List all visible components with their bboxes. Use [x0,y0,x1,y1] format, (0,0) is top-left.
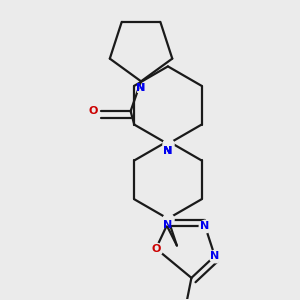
Text: N: N [163,146,172,155]
Text: N: N [163,146,172,155]
Text: O: O [88,106,98,116]
Text: N: N [136,83,146,96]
Text: N: N [163,146,172,155]
Text: N: N [136,83,146,93]
Text: N: N [200,220,209,230]
Text: O: O [151,244,161,254]
Text: N: N [136,83,146,93]
Text: N: N [163,220,172,230]
Text: N: N [210,251,219,261]
